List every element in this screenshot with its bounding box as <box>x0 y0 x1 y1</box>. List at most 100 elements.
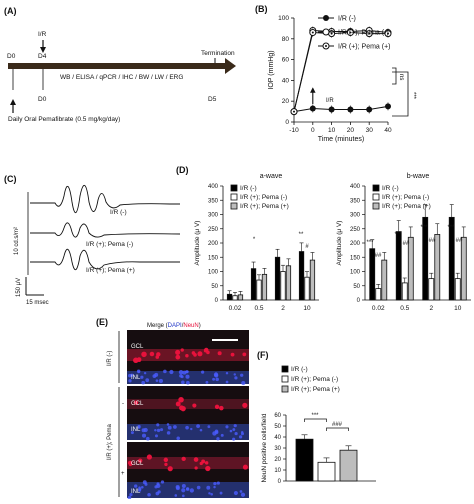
dapi-nucleus <box>185 370 189 374</box>
dapi-nucleus <box>205 380 209 384</box>
dapi-nucleus <box>167 425 172 430</box>
y-tick-label: 100 <box>278 15 289 22</box>
panel-a-letter: (A) <box>4 6 17 16</box>
legend-swatch <box>230 202 238 210</box>
y-tick-label: 350 <box>350 198 361 204</box>
dapi-nucleus <box>240 373 244 377</box>
dapi-nucleus <box>178 369 184 375</box>
y-tick-label: 20 <box>282 98 290 105</box>
dapi-nucleus <box>175 486 180 491</box>
dapi-nucleus <box>190 427 193 431</box>
y-tick-label: 60 <box>274 413 281 419</box>
ir-arrow-label: I/R <box>326 98 334 104</box>
micrograph-ir-pema-plus: GCL INL <box>127 442 249 500</box>
dapi-nucleus <box>216 437 220 441</box>
trace-label-ir-pema: I/R (+); Pema (+) <box>86 267 135 274</box>
chart-title: b-wave <box>407 173 430 180</box>
dapi-nucleus <box>134 484 138 488</box>
x-tick-label: 10 <box>303 305 311 312</box>
neun-nucleus <box>167 466 173 472</box>
x-tick-label: 2 <box>281 305 285 312</box>
dapi-nucleus <box>213 481 217 486</box>
panel-f: (F) 0 10 20 30 40 50 60 NeuN positive cells/fie… <box>257 350 376 485</box>
neun-nucleus <box>175 354 181 360</box>
x-tick-label: 40 <box>384 127 392 134</box>
y-tick-label: 250 <box>350 227 361 233</box>
panel-e: (E) Merge (DAPI/NeuN) GCL INL GCL INL <box>96 317 249 500</box>
gcl-label-2: GCL <box>131 401 144 407</box>
legend-swatch <box>372 184 380 192</box>
sig-bracket-2 <box>326 427 349 431</box>
legend-label: I/R (-) <box>338 16 356 23</box>
day-5-label: D5 <box>208 96 217 103</box>
dapi-nucleus <box>234 376 238 380</box>
x-tick-label: 0.02 <box>372 305 385 312</box>
panel-d-letter: (D) <box>176 165 189 175</box>
y-tick-label: 200 <box>208 241 219 247</box>
legend-label: I/R (-) <box>240 185 257 192</box>
dapi-nucleus <box>229 429 233 433</box>
data-point-center <box>293 110 295 113</box>
merge-title-sep: / <box>182 323 184 329</box>
dapi-nucleus <box>189 488 194 493</box>
y-axis-title: NeuN positive cells/field <box>261 413 268 482</box>
data-point <box>328 106 335 113</box>
x-tick-label: 2 <box>429 305 433 312</box>
y-tick-label: 350 <box>208 198 219 204</box>
dosing-regimen: Daily Oral Pemafibrate (0.5 mg/kg/day) <box>8 116 120 123</box>
significance-mark: ## <box>456 238 463 244</box>
dapi-nucleus <box>174 494 178 497</box>
data-point-center <box>368 32 371 35</box>
y-tick-label: 20 <box>274 457 281 463</box>
inl-label-3: INL <box>131 489 141 495</box>
dapi-nucleus <box>128 379 132 383</box>
dapi-nucleus <box>158 378 163 384</box>
dapi-nucleus <box>234 431 238 436</box>
bar <box>381 259 388 301</box>
y-tick-label: 300 <box>350 213 361 219</box>
trace-label-ir: I/R (+); Pema (-) <box>86 241 133 248</box>
dapi-nucleus <box>215 377 219 382</box>
dapi-nucleus <box>137 426 141 429</box>
data-point-center <box>349 31 352 34</box>
panel-c-letter: (C) <box>4 174 17 184</box>
sig-mark-1: *** <box>311 413 319 419</box>
bar <box>317 461 336 482</box>
data-point <box>309 105 316 112</box>
x-tick-label: 0.5 <box>254 305 263 312</box>
dapi-nucleus <box>145 436 150 441</box>
dapi-nucleus <box>240 432 245 436</box>
dapi-nucleus <box>225 380 229 384</box>
legend-label: I/R (+); Pema (+) <box>338 44 391 51</box>
y-axis-title: Amplitude (μ V) <box>336 221 343 266</box>
dapi-nucleus <box>181 484 186 489</box>
significance-mark: *** <box>366 240 374 246</box>
sig-bracket-ns <box>392 67 397 85</box>
y-tick-label: 0 <box>285 119 289 126</box>
y-tick-label: 100 <box>208 270 219 276</box>
sig-main-label: *** <box>410 92 416 100</box>
dapi-nucleus <box>140 485 144 489</box>
dapi-nucleus <box>216 481 220 485</box>
dapi-nucleus <box>140 375 144 379</box>
chart-title: a-wave <box>260 173 283 180</box>
a-wave-chart: 0 50 100 150 200 250 300 350 400 a-wave Amplitude … <box>194 173 319 312</box>
neun-nucleus <box>133 357 139 364</box>
bar <box>285 265 292 301</box>
inl-label-2: INL <box>131 427 141 433</box>
merge-title-prefix: Merge ( <box>147 323 168 329</box>
dapi-nucleus <box>220 433 224 437</box>
legend-marker-center <box>325 45 327 47</box>
group-label-ir-minus: I/R (-) <box>107 351 113 366</box>
bar <box>261 273 268 301</box>
legend-swatch <box>372 202 380 210</box>
neun-nucleus <box>243 403 247 408</box>
dapi-nucleus <box>185 380 190 385</box>
legend-swatch <box>281 375 289 383</box>
dapi-nucleus <box>239 490 243 493</box>
legend-swatch <box>230 184 238 192</box>
dapi-nucleus <box>207 425 211 429</box>
x-tick-label: 0.02 <box>229 305 242 312</box>
